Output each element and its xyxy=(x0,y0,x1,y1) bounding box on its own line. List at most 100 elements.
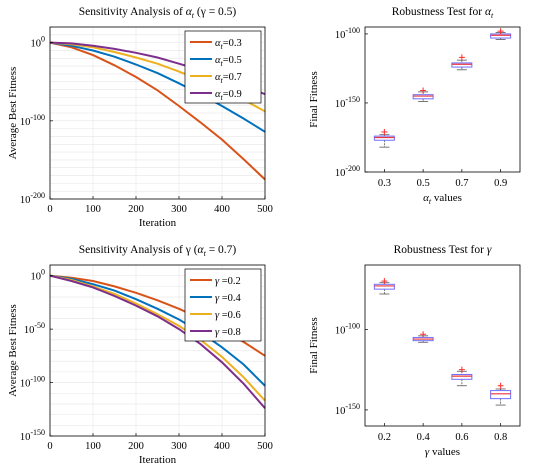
legend-symbol: α xyxy=(215,72,221,83)
y-axis-label: Average Best Fitness xyxy=(7,67,19,160)
legend-entry: γ =0.4 xyxy=(215,293,242,304)
panel-title: Sensitivity Analysis of γ (αt = 0.7) xyxy=(79,244,237,258)
legend-value: =0.2 xyxy=(219,276,241,287)
plot-frame xyxy=(364,26,521,173)
box-1 xyxy=(373,128,395,148)
title-subscript: t xyxy=(192,11,195,20)
legend-value: =0.3 xyxy=(223,38,242,49)
box-3 xyxy=(451,366,473,387)
y-tick-exponent: -100 xyxy=(345,321,360,330)
y-axis-label: Final Fitness xyxy=(308,317,320,374)
panel-4: Robustness Test for γ Final Fitness 0.2 0.4… xyxy=(308,244,521,458)
y-tick-exponent: -150 xyxy=(345,95,360,104)
x-tick-label: 0.7 xyxy=(455,178,468,189)
legend-entry: αt=0.7 xyxy=(215,72,242,85)
x-tick-label: 200 xyxy=(128,204,144,215)
y-tick-exponent: -100 xyxy=(30,375,45,384)
y-tick-label: 10-150 xyxy=(335,402,360,417)
y-tick-exponent: -150 xyxy=(345,402,360,411)
x-tick-label: 500 xyxy=(257,441,273,452)
legend-symbol: γ xyxy=(215,310,220,321)
y-tick-base: 10 xyxy=(20,432,31,443)
panel-title: Robustness Test for αt xyxy=(392,6,494,20)
series-line-2 xyxy=(49,274,266,387)
y-tick-base: 10 xyxy=(335,168,346,179)
title-suffix: (γ = 0.5) xyxy=(194,6,236,18)
panel-title: Robustness Test for γ xyxy=(394,244,492,256)
title-prefix: Sensitivity Analysis of xyxy=(79,6,186,18)
series-line-4 xyxy=(49,274,266,409)
legend-entry: αt=0.3 xyxy=(215,38,242,51)
y-axis-label: Average Best Fitness xyxy=(7,304,19,397)
legend-entry: αt=0.5 xyxy=(215,55,242,68)
x-axis-label: γ values xyxy=(425,446,460,458)
y-tick-base: 10 xyxy=(31,39,42,50)
legend-symbol: γ xyxy=(215,293,220,304)
x-tick-label: 100 xyxy=(85,441,101,452)
x-tick-label: 0.3 xyxy=(378,178,391,189)
box-body xyxy=(490,390,512,400)
legend-subscript: t xyxy=(221,76,224,85)
x-tick-label: 0 xyxy=(47,204,52,215)
y-tick-label: 10-100 xyxy=(20,375,45,390)
y-tick-label: 100 xyxy=(31,268,46,283)
x-tick-label: 300 xyxy=(171,441,187,452)
legend-value: =0.6 xyxy=(219,310,241,321)
xlabel-suffix: values xyxy=(429,446,460,458)
y-tick-label: 10-100 xyxy=(335,321,360,336)
title-prefix: Robustness Test for xyxy=(394,244,487,256)
panel-title: Sensitivity Analysis of αt (γ = 0.5) xyxy=(79,6,237,20)
y-tick-exponent: -150 xyxy=(30,428,45,437)
title-subscript: t xyxy=(204,249,207,258)
legend-value: =0.7 xyxy=(223,72,242,83)
xlabel-symbol: α xyxy=(423,192,429,204)
legend-entry: αt=0.9 xyxy=(215,89,242,102)
x-axis-label: αt values xyxy=(423,192,462,206)
y-tick-label: 10-200 xyxy=(335,164,360,179)
xlabel-symbol: γ xyxy=(425,446,430,458)
y-tick-exponent: -100 xyxy=(345,26,360,35)
box-4 xyxy=(490,382,512,406)
legend-entry: γ =0.6 xyxy=(215,310,241,321)
legend-subscript: t xyxy=(221,93,224,102)
box-4 xyxy=(490,28,512,40)
y-tick-label: 10-150 xyxy=(20,428,45,443)
box-body xyxy=(451,373,473,380)
y-tick-label: 10-150 xyxy=(335,95,360,110)
y-tick-base: 10 xyxy=(20,195,31,206)
y-tick-label: 100 xyxy=(31,35,46,50)
title-suffix: = 0.7) xyxy=(206,244,237,256)
x-axis-label: Iteration xyxy=(139,454,177,466)
title-symbol: α xyxy=(186,6,193,18)
y-tick-base: 10 xyxy=(335,325,346,336)
y-axis-label: Final Fitness xyxy=(308,71,320,128)
y-tick-base: 10 xyxy=(31,272,42,283)
title-prefix: Sensitivity Analysis of γ ( xyxy=(79,244,198,256)
box-body xyxy=(373,283,395,290)
x-tick-label: 0.5 xyxy=(417,178,430,189)
x-tick-label: 200 xyxy=(128,441,144,452)
panel-3: Sensitivity Analysis of γ (αt = 0.7) Aver… xyxy=(7,244,273,466)
xlabel-subscript: t xyxy=(429,197,432,206)
x-tick-label: 0.4 xyxy=(417,432,431,443)
x-axis-label: Iteration xyxy=(139,217,177,229)
plot-frame xyxy=(364,264,521,427)
legend-symbol: α xyxy=(215,55,221,66)
y-tick-label: 10-50 xyxy=(24,321,45,336)
legend-value: =0.9 xyxy=(223,89,242,100)
panel-1: Sensitivity Analysis of αt (γ = 0.5)Aver… xyxy=(7,6,273,229)
title-symbol: α xyxy=(485,6,492,18)
x-tick-label: 100 xyxy=(85,204,101,215)
title-symbol: α xyxy=(198,244,205,256)
box-body xyxy=(451,62,473,68)
legend: αt=0.3αt=0.5αt=0.7αt=0.9 xyxy=(184,30,262,104)
y-tick-base: 10 xyxy=(335,99,346,110)
x-tick-label: 0 xyxy=(47,441,52,452)
legend-subscript: t xyxy=(221,59,224,68)
y-tick-exponent: -50 xyxy=(34,321,45,330)
box-3 xyxy=(451,54,473,71)
plot-frame xyxy=(49,264,266,437)
xlabel-suffix: values xyxy=(431,192,462,204)
title-prefix: Robustness Test for xyxy=(392,6,485,18)
